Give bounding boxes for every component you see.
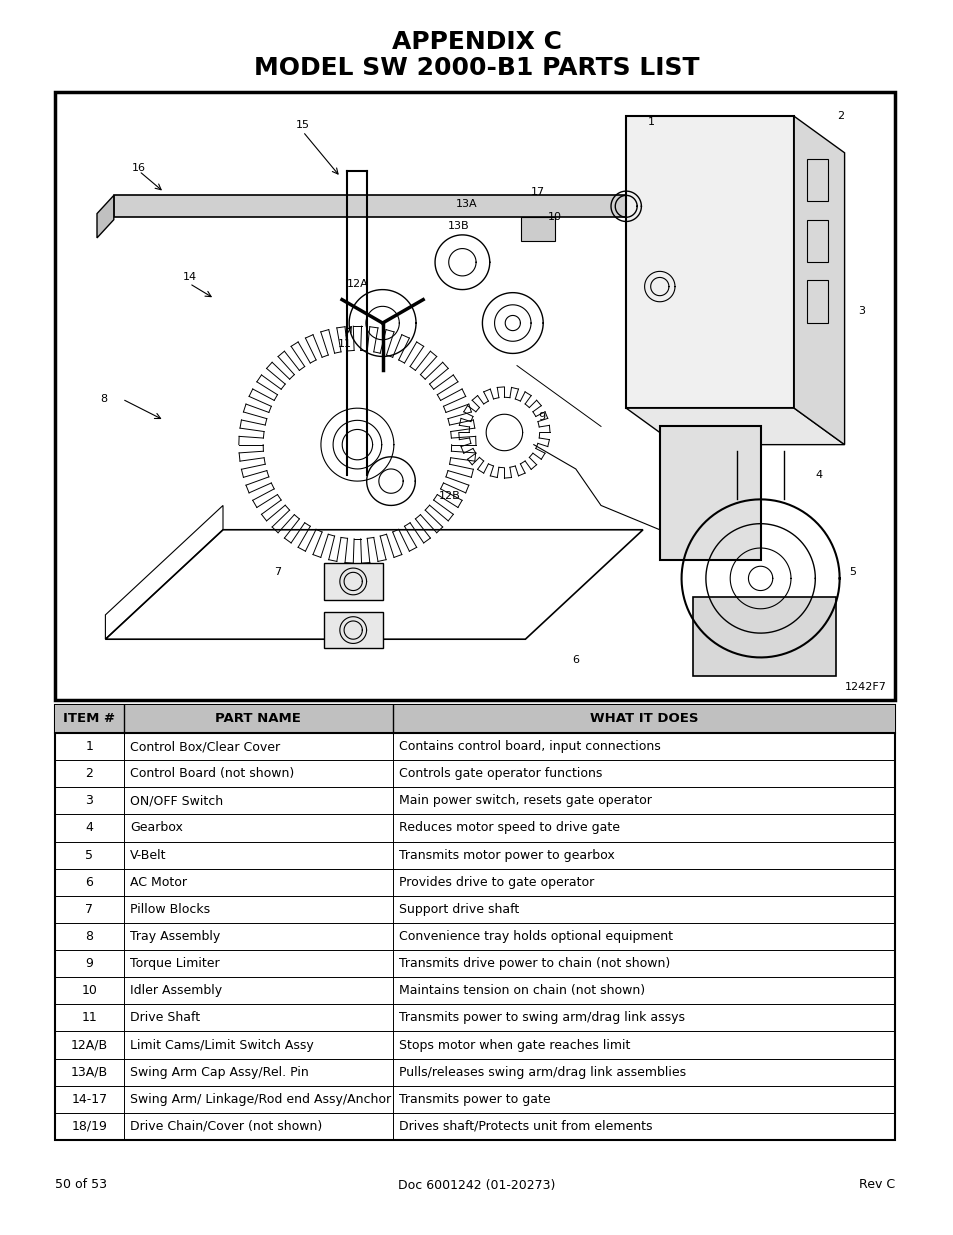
- Text: 8: 8: [100, 394, 107, 404]
- Bar: [806, 280, 827, 324]
- Text: PART NAME: PART NAME: [215, 713, 301, 725]
- Text: 8: 8: [86, 930, 93, 944]
- Text: Stops motor when gate reaches limit: Stops motor when gate reaches limit: [398, 1039, 629, 1051]
- Text: 9: 9: [538, 412, 545, 422]
- Text: 14: 14: [182, 273, 196, 283]
- Bar: [520, 216, 555, 241]
- Polygon shape: [97, 195, 113, 238]
- Text: Support drive shaft: Support drive shaft: [398, 903, 518, 916]
- Text: Control Board (not shown): Control Board (not shown): [130, 767, 294, 781]
- Text: 4: 4: [815, 471, 822, 480]
- Text: Convenience tray holds optional equipment: Convenience tray holds optional equipmen…: [398, 930, 672, 944]
- Text: Doc 6001242 (01-20273): Doc 6001242 (01-20273): [398, 1178, 555, 1192]
- Text: V-Belt: V-Belt: [130, 848, 166, 862]
- Text: APPENDIX C: APPENDIX C: [392, 30, 561, 54]
- Text: MODEL SW 2000-B1 PARTS LIST: MODEL SW 2000-B1 PARTS LIST: [254, 56, 699, 80]
- Text: 13B: 13B: [447, 221, 469, 231]
- Text: Limit Cams/Limit Switch Assy: Limit Cams/Limit Switch Assy: [130, 1039, 314, 1051]
- Text: Pillow Blocks: Pillow Blocks: [130, 903, 210, 916]
- Text: Drive Chain/Cover (not shown): Drive Chain/Cover (not shown): [130, 1120, 322, 1132]
- Bar: [693, 597, 836, 676]
- Text: 13A: 13A: [456, 200, 476, 210]
- Text: 1242F7: 1242F7: [844, 682, 886, 692]
- Text: 10: 10: [81, 984, 97, 998]
- Text: Transmits power to swing arm/drag link assys: Transmits power to swing arm/drag link a…: [398, 1011, 684, 1024]
- Text: 2: 2: [86, 767, 93, 781]
- Text: 6: 6: [572, 656, 578, 666]
- Text: Maintains tension on chain (not shown): Maintains tension on chain (not shown): [398, 984, 644, 998]
- Text: Swing Arm/ Linkage/Rod end Assy/Anchor: Swing Arm/ Linkage/Rod end Assy/Anchor: [130, 1093, 391, 1105]
- Text: Rev C: Rev C: [858, 1178, 894, 1192]
- Text: 7: 7: [86, 903, 93, 916]
- Text: Transmits power to gate: Transmits power to gate: [398, 1093, 550, 1105]
- Text: 16: 16: [132, 163, 146, 173]
- Bar: [55, 705, 894, 734]
- Text: Torque Limiter: Torque Limiter: [130, 957, 219, 971]
- Text: Provides drive to gate operator: Provides drive to gate operator: [398, 876, 594, 889]
- Text: 17: 17: [531, 188, 544, 198]
- Text: 10: 10: [547, 211, 561, 221]
- Text: 14-17: 14-17: [71, 1093, 108, 1105]
- Text: ITEM #: ITEM #: [63, 713, 115, 725]
- Text: AC Motor: AC Motor: [130, 876, 187, 889]
- Bar: [323, 611, 382, 648]
- Text: 12B: 12B: [438, 492, 460, 501]
- Bar: [806, 220, 827, 262]
- Text: 12A/B: 12A/B: [71, 1039, 108, 1051]
- Bar: [55, 705, 894, 1140]
- Bar: [55, 91, 894, 700]
- Text: 1: 1: [86, 740, 93, 753]
- Text: Transmits motor power to gearbox: Transmits motor power to gearbox: [398, 848, 614, 862]
- Text: 15: 15: [295, 121, 310, 131]
- Text: 12A: 12A: [346, 279, 368, 289]
- Text: Tray Assembly: Tray Assembly: [130, 930, 220, 944]
- Text: 5: 5: [848, 567, 856, 577]
- Text: Swing Arm Cap Assy/Rel. Pin: Swing Arm Cap Assy/Rel. Pin: [130, 1066, 309, 1078]
- Text: Reduces motor speed to drive gate: Reduces motor speed to drive gate: [398, 821, 619, 835]
- Bar: [659, 426, 760, 561]
- Text: Main power switch, resets gate operator: Main power switch, resets gate operator: [398, 794, 651, 808]
- Text: WHAT IT DOES: WHAT IT DOES: [589, 713, 698, 725]
- Text: Drive Shaft: Drive Shaft: [130, 1011, 200, 1024]
- Text: Controls gate operator functions: Controls gate operator functions: [398, 767, 601, 781]
- Text: Contains control board, input connections: Contains control board, input connection…: [398, 740, 659, 753]
- Text: Gearbox: Gearbox: [130, 821, 183, 835]
- Bar: [113, 195, 625, 216]
- Text: 7: 7: [274, 567, 281, 577]
- Text: ON/OFF Switch: ON/OFF Switch: [130, 794, 223, 808]
- Text: Pulls/releases swing arm/drag link assemblies: Pulls/releases swing arm/drag link assem…: [398, 1066, 685, 1078]
- Text: 3: 3: [857, 306, 864, 316]
- Text: 2: 2: [836, 111, 843, 121]
- Text: 3: 3: [86, 794, 93, 808]
- Text: Drives shaft/Protects unit from elements: Drives shaft/Protects unit from elements: [398, 1120, 652, 1132]
- Text: 6: 6: [86, 876, 93, 889]
- Bar: [323, 563, 382, 600]
- Text: 11: 11: [81, 1011, 97, 1024]
- Polygon shape: [793, 116, 843, 445]
- Text: 50 of 53: 50 of 53: [55, 1178, 107, 1192]
- Text: 9: 9: [86, 957, 93, 971]
- Bar: [625, 116, 793, 408]
- Text: 4: 4: [86, 821, 93, 835]
- Text: 18/19: 18/19: [71, 1120, 108, 1132]
- Text: Control Box/Clear Cover: Control Box/Clear Cover: [130, 740, 280, 753]
- Bar: [806, 159, 827, 201]
- Text: 11: 11: [337, 340, 352, 350]
- Text: Transmits drive power to chain (not shown): Transmits drive power to chain (not show…: [398, 957, 669, 971]
- Text: Idler Assembly: Idler Assembly: [130, 984, 222, 998]
- Text: 13A/B: 13A/B: [71, 1066, 108, 1078]
- Text: 1: 1: [647, 117, 654, 127]
- Polygon shape: [625, 408, 843, 445]
- Text: 5: 5: [86, 848, 93, 862]
